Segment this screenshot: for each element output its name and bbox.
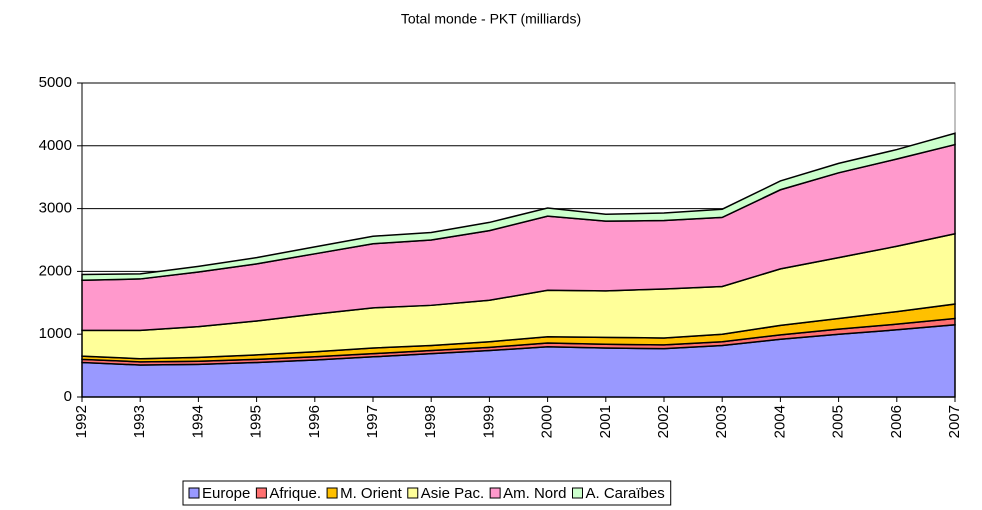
legend-swatch [188,487,200,499]
legend-swatch [326,487,338,499]
x-tick-label: 1995 [248,405,265,438]
x-tick-label: 2001 [597,405,614,438]
x-tick-label: 1997 [364,405,381,438]
area [81,132,956,281]
y-tick-label: 4000 [39,137,72,154]
y-tick-label: 5000 [39,74,72,91]
legend-label: A. Caraïbes [586,485,665,502]
x-tick-label: 1994 [189,405,206,438]
y-tick-label: 1000 [39,325,72,342]
x-tick-label: 2002 [655,405,672,438]
x-tick-label: 2003 [713,405,730,438]
x-tick-label: 1996 [306,405,323,438]
x-tick-label: 1999 [480,405,497,438]
legend-label: Am. Nord [503,485,566,502]
x-tick-label: 1993 [131,405,148,438]
x-tick-label: 2005 [830,405,847,438]
x-tick-label: 1992 [73,405,90,438]
legend-swatch [489,487,501,499]
legend-label: Asie Pac. [421,485,484,502]
legend-label: M. Orient [340,485,403,502]
x-tick-label: 2000 [539,405,556,438]
legend: Europe Afrique. M. Orient Asie Pac. Am. Nord… [182,480,672,506]
x-tick-label: 2004 [771,405,788,438]
chart-title: Total monde - PKT (milliards) [401,11,581,27]
legend-swatch [255,487,267,499]
legend-swatch [407,487,419,499]
y-tick-label: 3000 [39,200,72,217]
y-tick-label: 2000 [39,262,72,279]
legend-label: Europe [202,485,250,502]
x-tick-label: 1998 [422,405,439,438]
x-tick-label: 2006 [888,405,905,438]
x-tick-label: 2007 [946,405,963,438]
legend-label: Afrique. [269,485,321,502]
y-tick-label: 0 [64,388,72,405]
legend-swatch [572,487,583,499]
